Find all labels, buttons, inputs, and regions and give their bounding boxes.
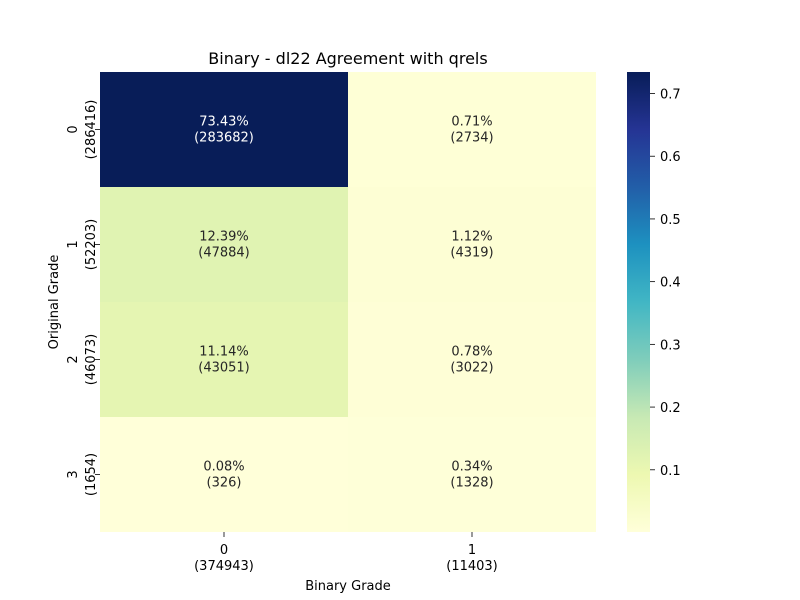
- heatmap-cells: 73.43%(283682) 0.71%(2734) 12.39%(47884) 1.…: [100, 72, 596, 532]
- cell-count-label: (283682): [194, 131, 254, 146]
- cell-count-label: (1328): [450, 476, 493, 491]
- cell-percent-label: 1.12%: [451, 230, 492, 245]
- y-tick-label: 2: [66, 355, 81, 363]
- colorbar: [627, 72, 650, 532]
- cell-percent-label: 73.43%: [199, 115, 249, 130]
- colorbar-tick-label: 0.3: [660, 338, 681, 353]
- cell-percent-label: 12.39%: [199, 230, 249, 245]
- heatmap-cell: [348, 302, 596, 417]
- cell-percent-label: 0.34%: [451, 460, 492, 475]
- colorbar-tick-label: 0.2: [660, 401, 681, 416]
- chart-title: Binary - dl22 Agreement with qrels: [208, 49, 487, 68]
- heatmap-cell: [348, 187, 596, 302]
- cell-count-label: (326): [207, 476, 242, 491]
- y-tick-count: (286416): [84, 100, 99, 160]
- cell-count-label: (4319): [450, 246, 493, 261]
- colorbar-tick-label: 0.5: [660, 213, 681, 228]
- x-tick-count: (374943): [194, 559, 254, 574]
- colorbar-tick-label: 0.6: [660, 150, 681, 165]
- cell-percent-label: 0.08%: [203, 460, 244, 475]
- y-tick-count: (46073): [84, 334, 99, 386]
- heatmap-cell: [348, 72, 596, 187]
- x-tick-label: 1: [468, 543, 476, 558]
- x-tick-count: (11403): [446, 559, 498, 574]
- cell-count-label: (47884): [198, 246, 250, 261]
- heatmap-cell: [100, 302, 348, 417]
- y-tick-label: 1: [66, 240, 81, 248]
- y-tick-label: 3: [66, 470, 81, 478]
- y-tick-count: (52203): [84, 219, 99, 271]
- x-axis-ticks: 0(374943) 1(11403): [194, 532, 498, 574]
- heatmap-cell: [100, 417, 348, 532]
- x-tick-label: 0: [220, 543, 228, 558]
- heatmap-cell: [100, 187, 348, 302]
- colorbar-tick-label: 0.1: [660, 464, 681, 479]
- x-axis-label: Binary Grade: [305, 579, 391, 594]
- colorbar-tick-label: 0.7: [660, 88, 681, 103]
- cell-count-label: (43051): [198, 361, 250, 376]
- heatmap-cell: [348, 417, 596, 532]
- y-axis-label: Original Grade: [47, 255, 62, 350]
- cell-count-label: (3022): [450, 361, 493, 376]
- cell-percent-label: 0.78%: [451, 345, 492, 360]
- cell-count-label: (2734): [450, 131, 493, 146]
- colorbar-ticks: 0.1 0.2 0.3 0.4 0.5 0.6 0.7: [650, 88, 681, 479]
- y-axis-ticks: 0 (286416) 1 (52203) 2 (46073) 3 (1654): [66, 100, 100, 496]
- y-tick-count: (1654): [84, 453, 99, 496]
- heatmap-cell: [100, 72, 348, 187]
- colorbar-tick-label: 0.4: [660, 276, 681, 291]
- cell-percent-label: 11.14%: [199, 345, 249, 360]
- cell-percent-label: 0.71%: [451, 115, 492, 130]
- y-tick-label: 0: [66, 125, 81, 133]
